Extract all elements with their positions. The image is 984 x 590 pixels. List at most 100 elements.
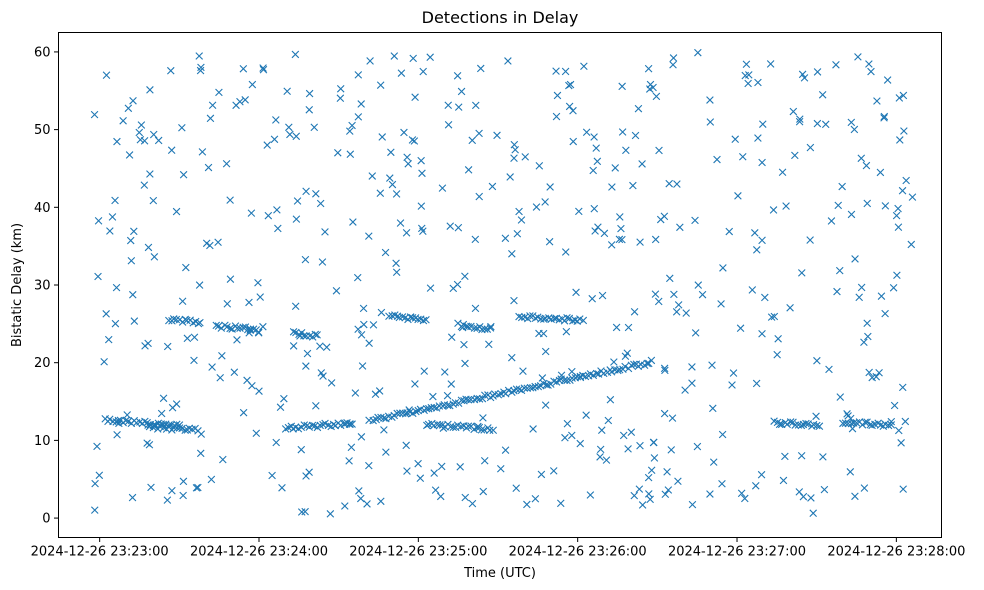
detection-point — [447, 380, 456, 388]
detection-point — [651, 235, 660, 244]
detection-point — [629, 181, 637, 190]
detection-point — [597, 426, 606, 434]
detection-point — [327, 379, 336, 387]
detection-point — [563, 314, 571, 322]
detection-point — [108, 213, 117, 221]
detection-point — [598, 291, 607, 300]
detection-point — [506, 173, 514, 181]
detection-point — [580, 62, 588, 71]
detection-point — [779, 476, 788, 485]
detection-point — [545, 237, 554, 246]
detection-point — [417, 202, 426, 210]
detection-point — [552, 112, 561, 121]
detection-point — [847, 118, 856, 127]
detection-point — [409, 54, 417, 63]
detection-point — [812, 412, 820, 421]
detection-point — [185, 424, 194, 433]
detection-point — [392, 190, 401, 198]
detection-point — [902, 176, 910, 185]
detection-point — [181, 426, 189, 435]
detection-point — [576, 439, 585, 448]
detection-point — [594, 223, 602, 231]
detection-point — [800, 74, 809, 82]
detection-point — [643, 359, 651, 368]
detection-point — [457, 422, 465, 431]
detection-point — [897, 439, 905, 447]
detection-point — [860, 338, 868, 347]
detection-point — [128, 290, 137, 299]
detection-point — [708, 361, 716, 369]
detection-point — [571, 316, 579, 324]
detection-point — [300, 421, 309, 429]
detection-point — [359, 304, 368, 313]
detection-point — [106, 227, 114, 235]
detection-point — [561, 67, 570, 76]
detection-point — [165, 316, 173, 325]
detection-point — [898, 186, 907, 195]
detection-point — [791, 151, 799, 160]
detection-point — [596, 453, 604, 461]
x-tick-label: 2024-12-26 23:25:00 — [349, 545, 487, 560]
detection-point — [624, 445, 632, 453]
detection-point — [454, 103, 463, 111]
detection-point — [908, 193, 917, 201]
detection-point — [797, 421, 806, 430]
detection-point — [461, 272, 469, 281]
detection-point — [414, 406, 423, 415]
detection-point — [380, 426, 388, 434]
detection-point — [252, 429, 261, 438]
detection-point — [617, 224, 625, 233]
detection-point — [129, 96, 137, 105]
detection-point — [354, 71, 363, 79]
detection-point — [776, 419, 785, 428]
detection-point — [348, 420, 356, 428]
detection-point — [111, 319, 120, 328]
detection-point — [460, 340, 468, 349]
detection-point — [693, 442, 702, 451]
detection-point — [608, 183, 616, 191]
detection-point — [754, 134, 762, 142]
detection-point — [313, 331, 321, 339]
detection-point — [402, 229, 411, 237]
detection-point — [422, 315, 430, 324]
detection-point — [345, 127, 354, 135]
detection-point — [654, 297, 663, 306]
detection-point — [552, 67, 560, 75]
detection-point — [728, 381, 736, 389]
detection-point — [378, 133, 387, 141]
detection-point — [141, 342, 149, 350]
detection-point — [748, 286, 757, 294]
detection-point — [806, 143, 815, 152]
detection-point — [196, 318, 204, 327]
detection-point — [799, 492, 808, 501]
detection-point — [719, 264, 727, 272]
detection-point — [168, 486, 176, 495]
detection-point — [565, 314, 574, 323]
detection-point — [815, 422, 824, 430]
detection-point — [218, 351, 226, 360]
detection-point — [316, 199, 325, 208]
detection-point — [864, 332, 872, 341]
x-tick-label: 2024-12-26 23:24:00 — [190, 545, 328, 560]
detection-point — [357, 100, 365, 108]
detection-point — [838, 182, 846, 191]
detection-point — [572, 288, 580, 297]
detection-point — [377, 497, 385, 506]
detection-point — [877, 292, 886, 300]
detection-point — [873, 97, 881, 105]
detection-point — [377, 413, 385, 422]
detection-point — [112, 283, 121, 292]
detection-point — [456, 463, 464, 471]
detection-point — [582, 128, 591, 137]
detection-point — [208, 363, 216, 371]
detection-point — [457, 87, 466, 96]
detection-point — [102, 71, 111, 79]
detection-point — [305, 106, 314, 114]
detection-point — [400, 128, 408, 137]
y-axis-title: Bistatic Delay (km) — [10, 223, 25, 347]
detection-point — [592, 369, 601, 378]
detection-point — [742, 60, 751, 69]
detection-point — [105, 415, 114, 424]
detection-point — [590, 204, 599, 213]
detection-point — [807, 494, 815, 502]
